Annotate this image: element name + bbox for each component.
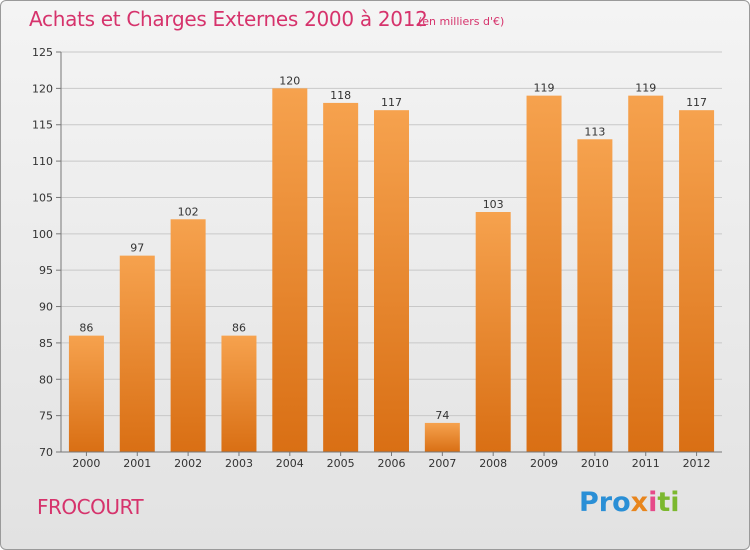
y-tick-label: 80 (39, 373, 53, 386)
y-tick-label: 75 (39, 410, 53, 423)
x-tick-label-2003: 2003 (225, 457, 253, 470)
y-tick-label: 70 (39, 446, 53, 459)
x-tick-label-2008: 2008 (479, 457, 507, 470)
y-tick-label: 95 (39, 264, 53, 277)
bar-2010 (577, 139, 613, 453)
x-tick-label-2012: 2012 (683, 457, 711, 470)
data-label-2009: 119 (534, 82, 555, 95)
chart-subtitle: (en milliers d'€) (418, 15, 505, 28)
bar-2011 (628, 95, 664, 453)
y-tick-label: 105 (32, 191, 53, 204)
chart-title: Achats et Charges Externes 2000 à 2012 (29, 7, 428, 31)
bar-2004 (272, 88, 308, 452)
data-label-2002: 102 (178, 205, 199, 218)
logo-part-3: i (648, 487, 658, 518)
proxiti-logo: Proxiti (579, 487, 680, 518)
x-tick-label-2002: 2002 (174, 457, 202, 470)
bar-2002 (170, 219, 206, 452)
data-label-2005: 118 (330, 89, 351, 102)
data-label-2001: 97 (130, 242, 144, 255)
y-tick-label: 120 (32, 82, 53, 95)
x-tick-label-2009: 2009 (530, 457, 558, 470)
bar-2012 (679, 110, 715, 452)
bar-2006 (374, 110, 409, 452)
bar-2007 (424, 422, 460, 452)
bar-2008 (475, 212, 511, 452)
y-tick-label: 85 (39, 337, 53, 350)
x-tick-labels: 2000 2001 2002 2003 2004 2005 2006 2007 2008 2009… (72, 457, 710, 470)
bar-2009 (526, 95, 562, 453)
bar-2001 (119, 255, 155, 452)
data-label-2004: 120 (279, 74, 300, 87)
logo-part-2: x (630, 487, 649, 518)
data-label-2012: 117 (686, 96, 707, 109)
x-tick-label-2006: 2006 (378, 457, 406, 470)
axes (56, 51, 722, 456)
y-tick-labels: 70 75 80 85 90 95 100 105 110 115 120 125 (32, 46, 53, 459)
data-labels: 86 97 102 86 120 118 117 74 103 119 113 119 117 (79, 74, 707, 422)
x-tick-label-2001: 2001 (123, 457, 151, 470)
x-tick-label-2011: 2011 (632, 457, 660, 470)
data-label-2000: 86 (79, 322, 93, 335)
data-label-2008: 103 (483, 198, 504, 211)
logo-part-1: Pro (579, 487, 631, 518)
data-label-2006: 117 (381, 96, 402, 109)
place-name: FROCOURT (37, 495, 144, 519)
data-label-2010: 113 (584, 125, 605, 138)
x-tick-label-2004: 2004 (276, 457, 304, 470)
bar-2005 (323, 102, 359, 452)
x-tick-label-2005: 2005 (327, 457, 355, 470)
y-tick-label: 90 (39, 301, 53, 314)
y-tick-label: 110 (32, 155, 53, 168)
bars (68, 88, 715, 453)
logo-part-4: ti (657, 487, 680, 518)
y-tick-label: 100 (32, 228, 53, 241)
x-tick-label-2010: 2010 (581, 457, 609, 470)
bar-2000 (68, 335, 104, 452)
data-label-2007: 74 (435, 409, 449, 422)
x-tick-label-2007: 2007 (428, 457, 456, 470)
data-label-2011: 119 (635, 82, 656, 95)
y-tick-label: 115 (32, 119, 53, 132)
data-label-2003: 86 (232, 322, 246, 335)
bar-2003 (221, 335, 257, 452)
y-tick-label: 125 (32, 46, 53, 59)
x-tick-label-2000: 2000 (72, 457, 100, 470)
